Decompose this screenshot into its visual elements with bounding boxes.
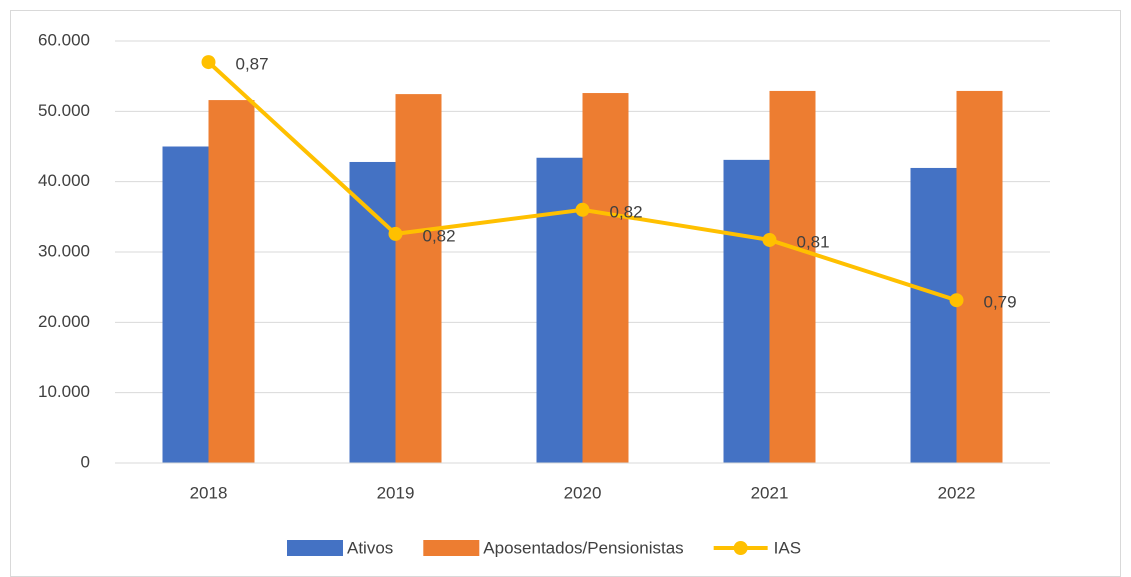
bar <box>349 161 396 463</box>
bar <box>536 157 583 463</box>
line-marker <box>201 55 216 70</box>
bar <box>395 94 442 463</box>
line-marker <box>949 293 964 308</box>
legend-label: Ativos <box>347 538 393 557</box>
legend-swatch-marker <box>733 541 748 555</box>
y-tick-label: 0 <box>81 452 90 471</box>
y-tick-label: 60.000 <box>38 30 90 49</box>
x-tick-label: 2019 <box>377 483 415 502</box>
line-marker <box>762 232 777 247</box>
line-marker <box>575 202 590 217</box>
bar <box>582 93 629 464</box>
y-tick-label: 30.000 <box>38 241 90 260</box>
bar <box>162 146 209 463</box>
y-tick-label: 10.000 <box>38 382 90 401</box>
legend-label: IAS <box>774 538 801 557</box>
y-tick-label: 50.000 <box>38 101 90 120</box>
y-tick-label: 20.000 <box>38 312 90 331</box>
line-marker <box>388 226 403 241</box>
bar <box>910 167 957 463</box>
data-label: 0,82 <box>423 226 456 245</box>
legend-swatch <box>287 540 343 556</box>
data-label: 0,87 <box>236 55 269 74</box>
x-tick-label: 2021 <box>751 483 789 502</box>
x-tick-label: 2020 <box>564 483 602 502</box>
data-label: 0,82 <box>610 202 643 221</box>
x-tick-label: 2022 <box>938 483 976 502</box>
bar <box>769 90 816 463</box>
legend-swatch <box>423 540 480 556</box>
bar <box>956 90 1003 463</box>
x-tick-label: 2018 <box>190 483 228 502</box>
bar <box>208 100 255 463</box>
data-label: 0,79 <box>984 293 1017 312</box>
legend-label: Aposentados/Pensionistas <box>483 538 683 557</box>
bar <box>723 159 770 463</box>
y-tick-label: 40.000 <box>38 171 90 190</box>
data-label: 0,81 <box>797 232 830 251</box>
